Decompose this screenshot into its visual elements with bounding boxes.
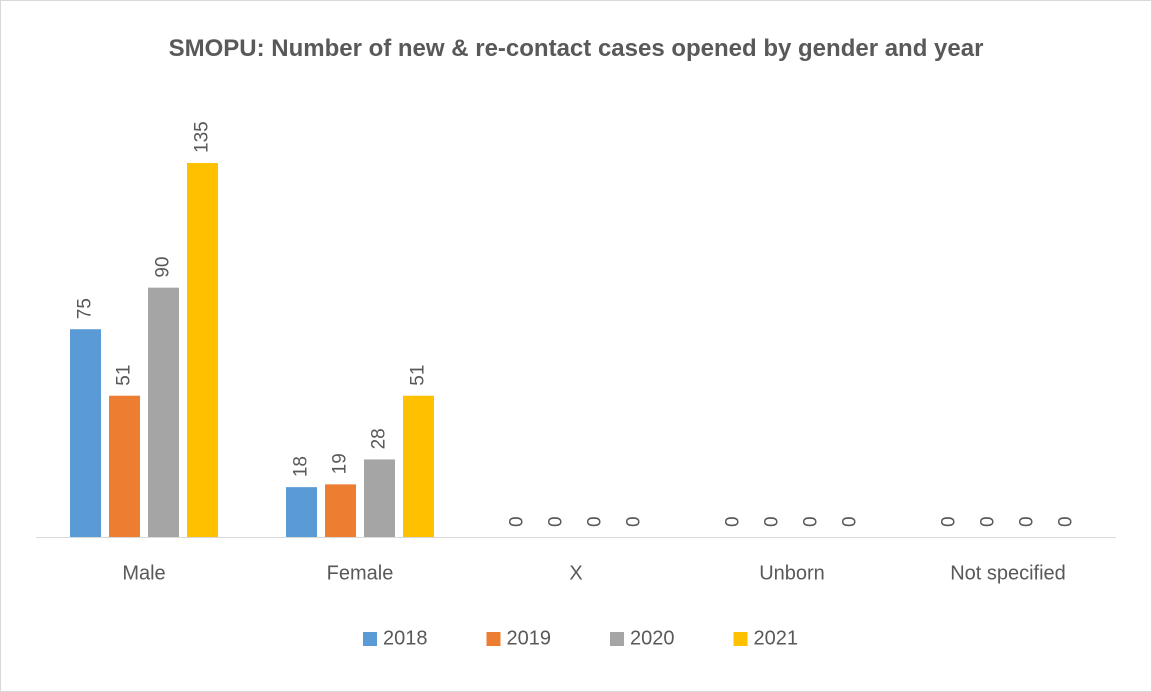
- data-label: 0: [801, 516, 822, 527]
- data-label: 0: [507, 516, 528, 527]
- data-label: 135: [192, 121, 213, 153]
- legend-label: 2019: [507, 627, 552, 649]
- bar: [109, 395, 140, 537]
- legend-swatch: [363, 632, 377, 646]
- chart-title: SMOPU: Number of new & re-contact cases …: [168, 35, 984, 62]
- x-tick-label: Male: [122, 562, 165, 584]
- data-label: 0: [1056, 516, 1077, 527]
- bar: [325, 484, 356, 537]
- legend-label: 2021: [754, 627, 799, 649]
- bar: [286, 487, 317, 537]
- x-tick-label: X: [569, 562, 582, 584]
- x-tick-label: Female: [327, 562, 394, 584]
- data-label: 18: [291, 456, 312, 477]
- data-label: 51: [408, 365, 429, 386]
- data-label: 28: [369, 428, 390, 449]
- bar: [70, 329, 101, 537]
- x-tick-label: Not specified: [950, 562, 1066, 584]
- data-label: 0: [939, 516, 960, 527]
- data-label: 0: [723, 516, 744, 527]
- data-label: 75: [75, 298, 96, 319]
- legend-swatch: [486, 632, 501, 646]
- data-label: 19: [330, 453, 351, 474]
- bar: [187, 163, 218, 537]
- data-label: 0: [624, 516, 645, 527]
- bar: [403, 395, 434, 537]
- legend-label: 2018: [383, 627, 428, 649]
- data-label: 0: [978, 516, 999, 527]
- bar: [148, 287, 179, 537]
- legend-swatch: [610, 632, 624, 646]
- data-label: 0: [546, 516, 567, 527]
- x-tick-label: Unborn: [759, 562, 825, 584]
- data-label: 0: [585, 516, 606, 527]
- legend-label: 2020: [630, 627, 675, 649]
- data-label: 0: [1017, 516, 1038, 527]
- data-label: 0: [840, 516, 861, 527]
- data-label: 0: [762, 516, 783, 527]
- data-label: 51: [114, 365, 135, 386]
- legend-swatch: [733, 632, 748, 646]
- data-label: 90: [153, 257, 174, 278]
- bar: [364, 459, 395, 537]
